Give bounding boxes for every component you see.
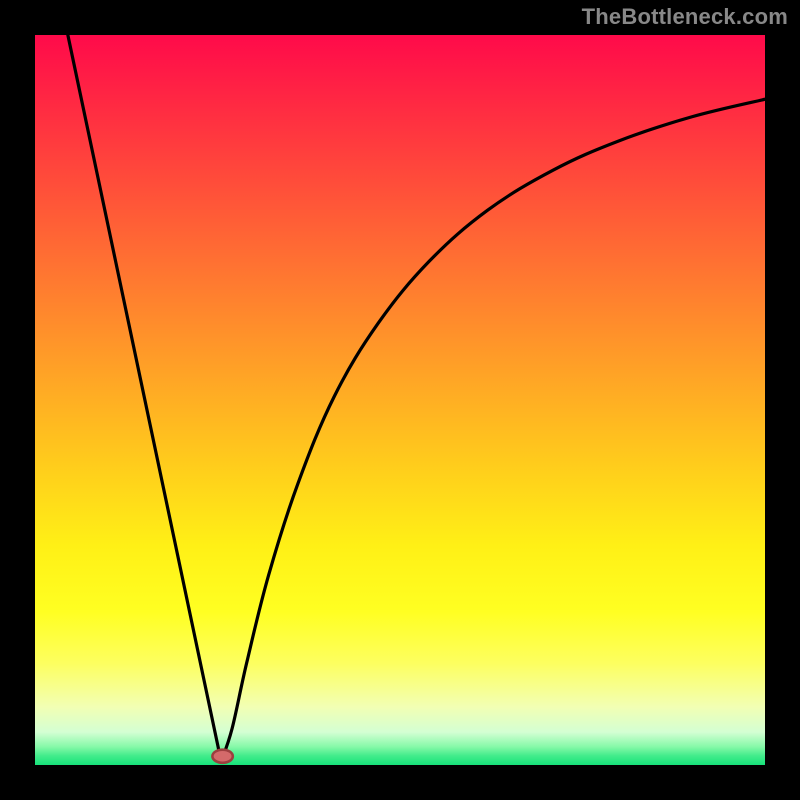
optimal-marker (212, 750, 232, 763)
plot-area (35, 35, 765, 765)
bottleneck-chart (35, 35, 765, 765)
attribution-label: TheBottleneck.com (582, 4, 788, 30)
figure-frame: TheBottleneck.com (0, 0, 800, 800)
